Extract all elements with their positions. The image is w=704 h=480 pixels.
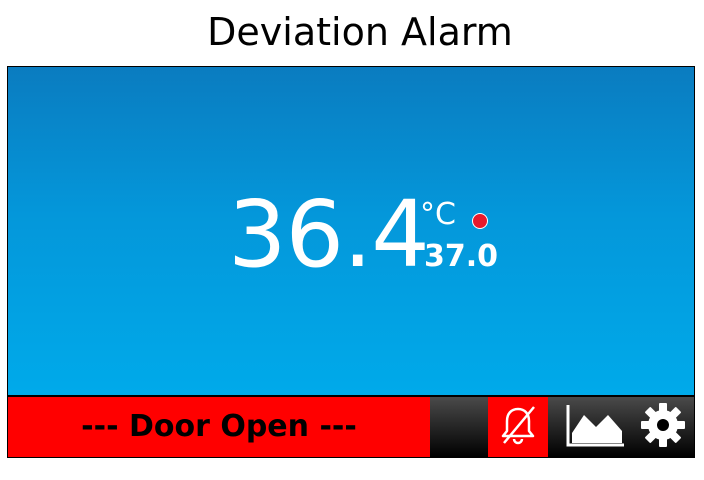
controller-panel: 36.4 °C 37.0 --- Door Open --- <box>7 66 695 458</box>
alarm-message-banner: --- Door Open --- <box>8 397 430 457</box>
temperature-unit: °C <box>420 197 456 232</box>
trend-chart-icon <box>564 401 626 454</box>
setpoint-value[interactable]: 37.0 <box>424 239 499 274</box>
status-indicator <box>472 213 488 229</box>
alarm-mute-button[interactable] <box>488 397 548 457</box>
settings-button[interactable] <box>634 397 692 457</box>
page-title: Deviation Alarm <box>207 10 513 54</box>
alarm-mute-icon <box>494 401 542 454</box>
current-temperature: 36.4 <box>228 181 430 288</box>
trend-chart-button[interactable] <box>561 397 629 457</box>
temperature-display: 36.4 °C 37.0 <box>8 67 694 397</box>
footer-bar: --- Door Open --- <box>8 397 694 457</box>
gear-icon <box>639 401 687 454</box>
